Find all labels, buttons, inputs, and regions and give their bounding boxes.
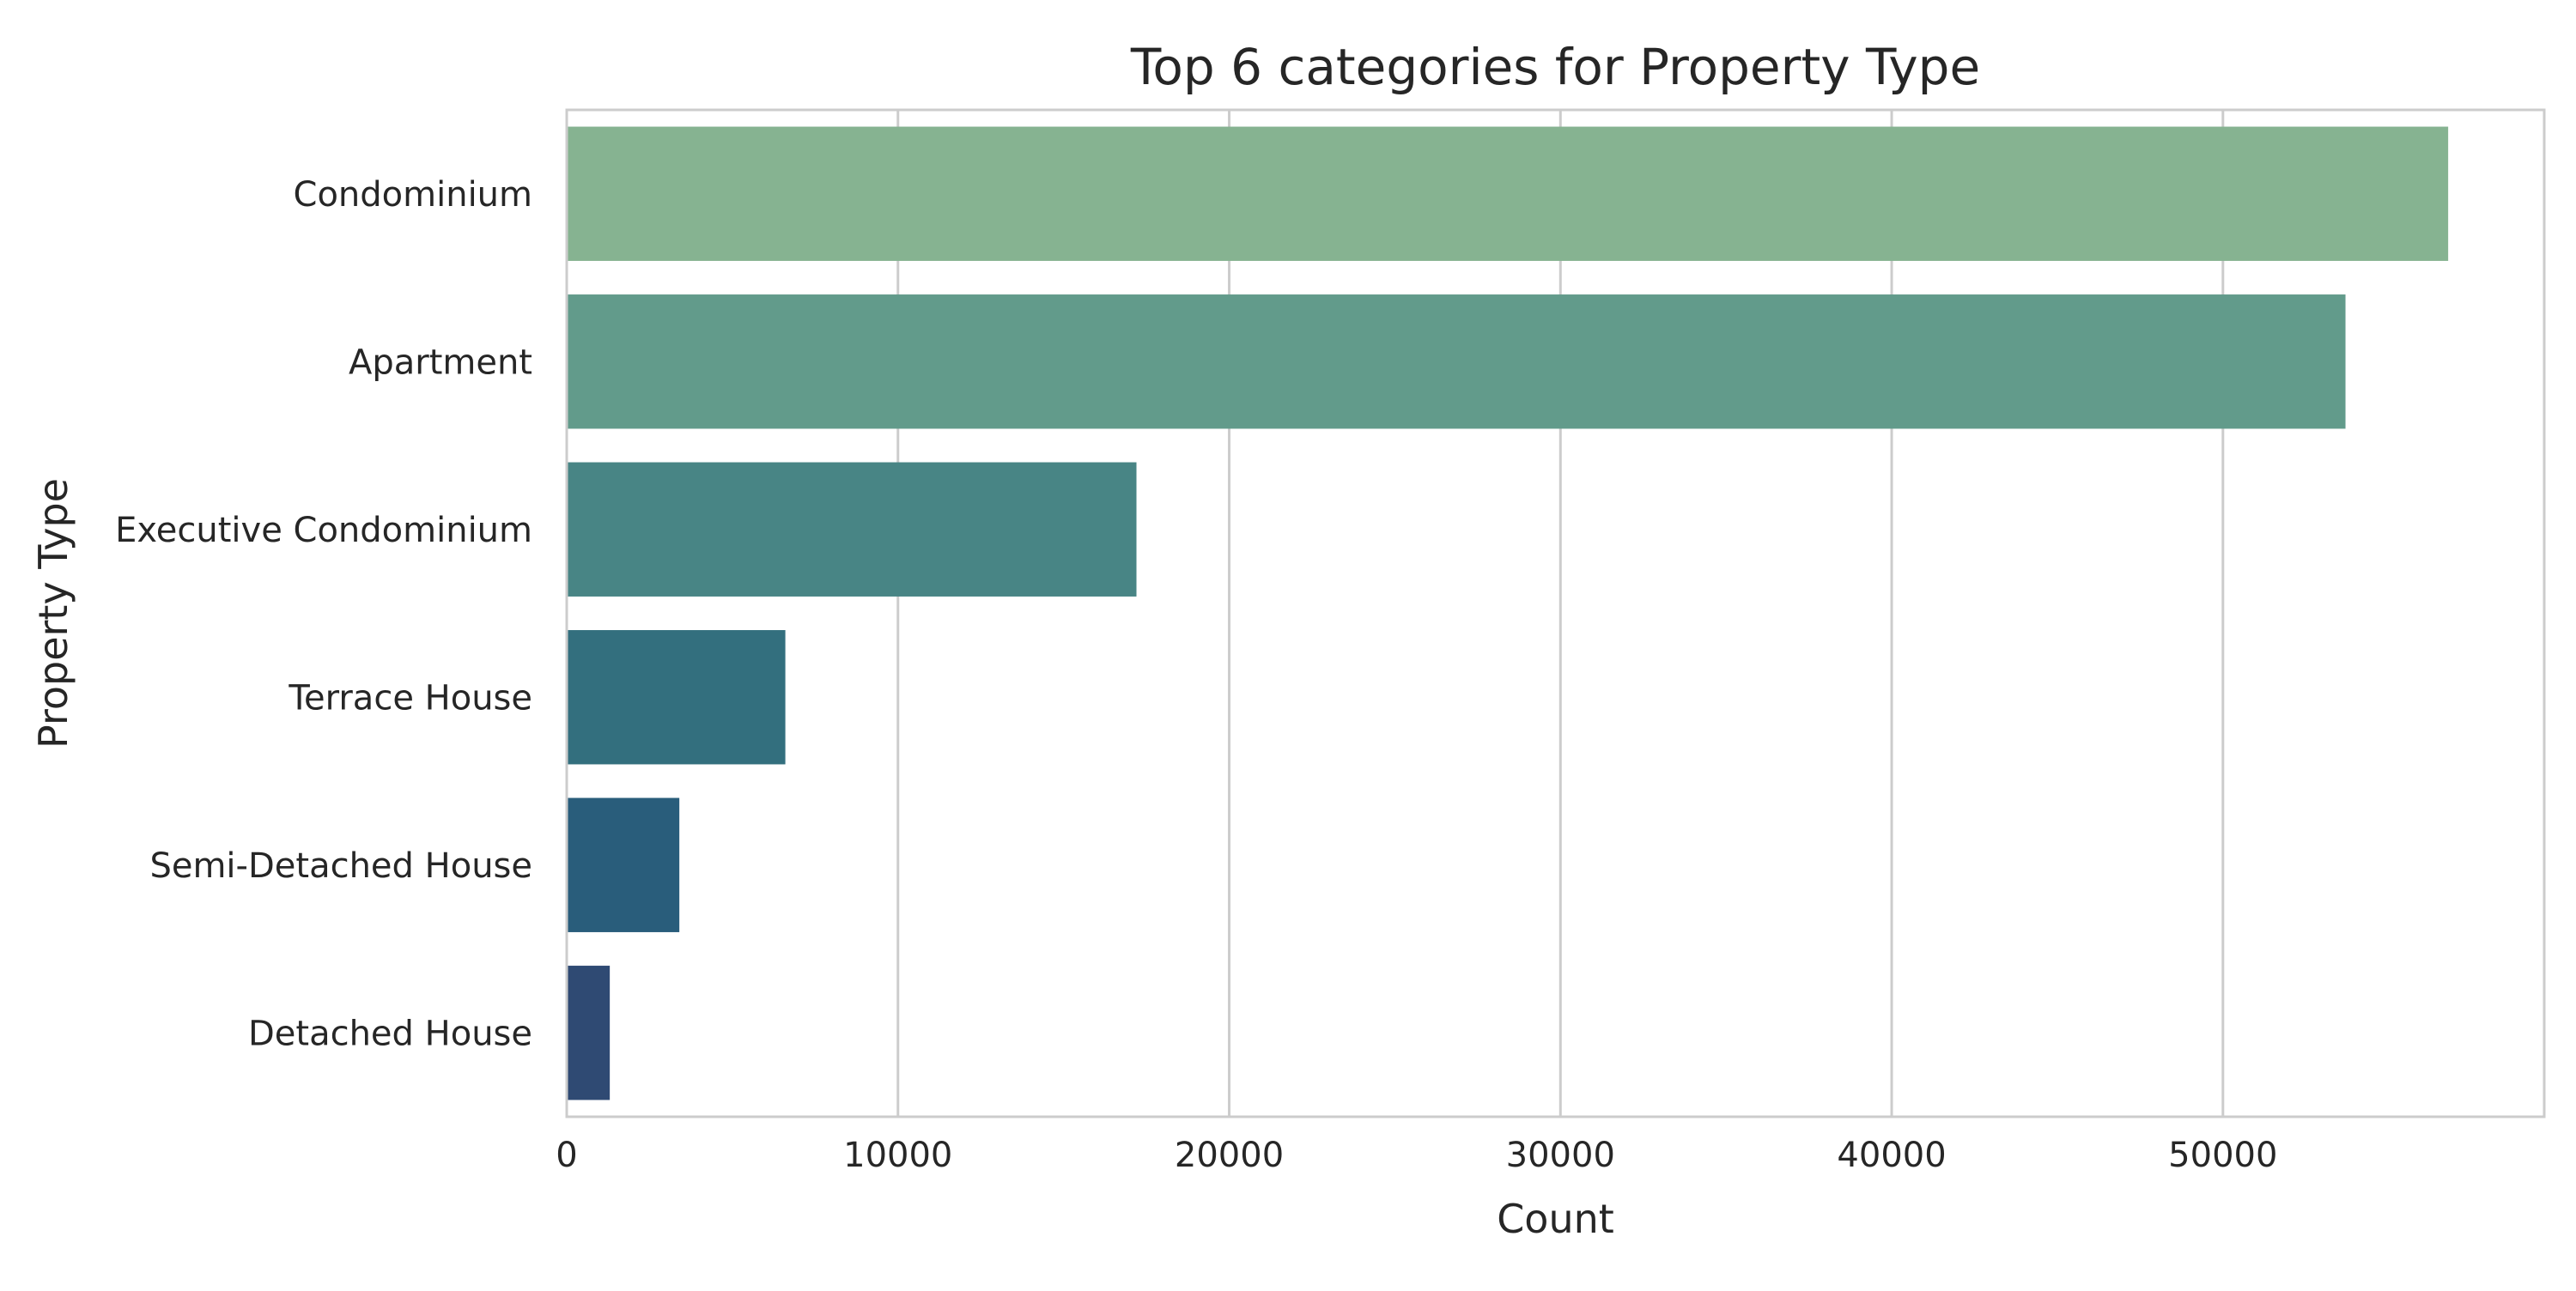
y-tick-label: Executive Condominium xyxy=(115,511,532,550)
y-tick-label: Semi-Detached House xyxy=(149,846,532,886)
y-tick-label: Terrace House xyxy=(288,678,532,718)
x-axis-label: Count xyxy=(1497,1196,1614,1242)
bar xyxy=(567,294,2346,429)
chart-title: Top 6 categories for Property Type xyxy=(1130,38,1980,96)
bar xyxy=(567,126,2449,261)
x-tick-label: 20000 xyxy=(1175,1136,1284,1175)
y-tick-label: Detached House xyxy=(248,1014,532,1053)
bar xyxy=(567,966,611,1100)
y-tick-label: Condominium xyxy=(294,175,532,215)
y-axis-label: Property Type xyxy=(30,478,76,749)
x-tick-label: 0 xyxy=(556,1136,577,1175)
bar-layer xyxy=(567,126,2449,1100)
y-tick-label: Apartment xyxy=(349,342,532,382)
bar xyxy=(567,797,680,932)
x-tick-label: 10000 xyxy=(843,1136,952,1175)
bar xyxy=(567,462,1137,597)
bar xyxy=(567,630,786,765)
plot-frame xyxy=(565,108,2546,1118)
y-tick-labels: Condominium Apartment Executive Condominiu… xyxy=(115,175,532,1054)
x-tick-label: 40000 xyxy=(1837,1136,1946,1175)
x-tick-label: 50000 xyxy=(2168,1136,2277,1175)
x-tick-label: 30000 xyxy=(1506,1136,1615,1175)
x-tick-labels: 0 10000 20000 30000 40000 50000 xyxy=(556,1136,2277,1175)
